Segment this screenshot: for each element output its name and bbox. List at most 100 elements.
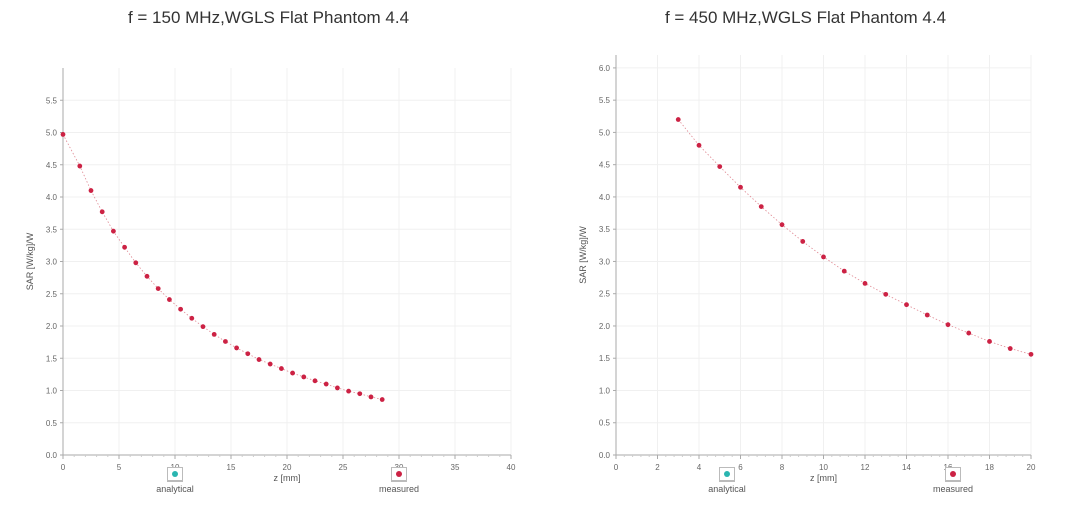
x-tick-label: 20 (283, 463, 292, 472)
legend-measured-swatch (391, 467, 407, 482)
data-point-measured (144, 273, 150, 279)
data-point-measured (738, 184, 743, 190)
y-tick-label: 2.5 (46, 290, 58, 299)
data-point-measured (717, 164, 723, 170)
data-point-measured (189, 315, 195, 321)
data-point-measured (987, 339, 992, 344)
x-tick-label: 8 (780, 463, 785, 472)
data-point-measured (904, 302, 909, 308)
y-tick-label: 3.0 (599, 257, 611, 266)
legend-measured-marker (950, 471, 956, 477)
data-point-measured (758, 204, 764, 210)
data-point-measured (821, 254, 826, 260)
x-tick-label: 35 (451, 463, 460, 472)
y-axis-title: SAR [W/kg]/W (578, 226, 588, 284)
data-point-measured (966, 330, 972, 336)
chart-title: f = 150 MHz,WGLS Flat Phantom 4.4 (127, 8, 410, 27)
data-point-measured (122, 244, 127, 250)
data-point-measured (675, 117, 681, 122)
data-point-measured (167, 297, 172, 302)
x-tick-label: 15 (227, 463, 236, 472)
x-tick-label: 0 (614, 463, 619, 472)
y-tick-label: 1.5 (46, 354, 58, 363)
y-tick-label: 0.5 (46, 419, 58, 428)
y-axis-title: SAR [W/kg]/W (25, 232, 35, 290)
data-point-measured (841, 268, 847, 274)
y-tick-label: 4.0 (46, 193, 58, 202)
x-axis-title: z [mm] (810, 473, 837, 483)
x-tick-label: 10 (819, 463, 828, 472)
x-tick-label: 12 (861, 463, 870, 472)
legend-analytical-label: analytical (156, 484, 194, 494)
data-point-measured (883, 291, 889, 297)
data-point-measured (267, 361, 273, 367)
data-point-measured (379, 397, 385, 402)
y-tick-label: 4.5 (46, 161, 58, 170)
y-tick-label: 1.5 (599, 354, 611, 363)
data-point-measured (368, 394, 374, 400)
legend-measured-swatch (945, 467, 961, 482)
chart-plot-150mhz: 0.00.51.01.52.02.53.03.54.04.55.05.50510… (25, 68, 516, 483)
y-tick-label: 5.0 (46, 129, 58, 138)
x-tick-label: 14 (902, 463, 911, 472)
y-tick-label: 2.0 (599, 322, 611, 331)
legend-analytical-marker (172, 471, 178, 477)
y-tick-label: 2.0 (46, 322, 58, 331)
data-point-measured (234, 345, 240, 351)
x-tick-label: 6 (738, 463, 743, 472)
data-point-measured (178, 306, 184, 312)
data-point-measured (155, 286, 161, 291)
data-point-measured (779, 222, 785, 228)
data-point-measured (99, 209, 105, 215)
data-point-measured (290, 370, 295, 376)
chart-plot-450mhz: 0.0 0.5 1.0 1.5 2.0 2.5 3.0 3.5 4.0 4.5 5.0 5.5 6.0 0… (578, 55, 1036, 483)
data-point-measured (862, 280, 868, 286)
y-tick-label: 6.0 (599, 64, 611, 73)
legend-analytical-swatch (167, 467, 183, 482)
series-curve (62, 134, 383, 400)
data-point-measured (200, 324, 206, 330)
legend-analytical-marker (724, 471, 730, 477)
y-tick-label: 4.5 (599, 161, 611, 170)
data-point-measured (279, 366, 284, 371)
data-point-measured (301, 374, 307, 380)
chart-panel-450mhz: f = 450 MHz,WGLS Flat Phantom 4.4 0.0 0.5… (537, 0, 1074, 526)
y-tick-label: 2.5 (599, 290, 611, 299)
chart-panel-150mhz: f = 150 MHz,WGLS Flat Phantom 4.4 0.0 0.5… (25, 8, 516, 494)
y-tick-label: 3.5 (599, 225, 611, 234)
data-point-measured (357, 391, 363, 397)
data-point-measured (211, 331, 217, 337)
x-tick-label: 5 (117, 463, 122, 472)
legend-measured-label: measured (932, 484, 974, 494)
chart-title: f = 450 MHz,WGLS Flat Phantom 4.4 (664, 8, 947, 27)
legend-analytical-swatch (719, 467, 735, 482)
y-tick-label: 3.0 (46, 258, 58, 267)
data-point-measured (945, 322, 951, 328)
data-point-measured (60, 132, 66, 137)
data-point-measured (924, 312, 930, 318)
x-tick-label: 18 (985, 463, 994, 472)
data-point-measured (1028, 351, 1034, 357)
y-tick-label: 1.0 (599, 386, 611, 395)
y-tick-label: 0.0 (46, 451, 58, 460)
y-tick-label: 5.5 (599, 96, 611, 105)
data-point-measured (335, 385, 340, 391)
x-tick-label: 40 (507, 463, 516, 472)
data-point-measured (696, 142, 702, 148)
data-point-measured (223, 339, 228, 344)
data-point-measured (323, 381, 329, 387)
data-point-measured (88, 188, 94, 193)
y-tick-label: 5.0 (599, 128, 611, 137)
x-tick-label: 20 (1027, 463, 1036, 472)
legend-analytical-label: analytical (708, 484, 746, 494)
data-point-measured (346, 388, 351, 394)
x-tick-label: 0 (61, 463, 66, 472)
y-tick-label: 5.5 (46, 96, 58, 105)
y-tick-label: 0.5 (599, 419, 611, 428)
legend-measured-marker (396, 471, 402, 477)
x-tick-label: 25 (339, 463, 348, 472)
data-point-measured (133, 260, 139, 266)
data-point-measured (312, 378, 318, 384)
data-point-measured (1007, 346, 1013, 351)
data-point-measured (800, 239, 806, 244)
